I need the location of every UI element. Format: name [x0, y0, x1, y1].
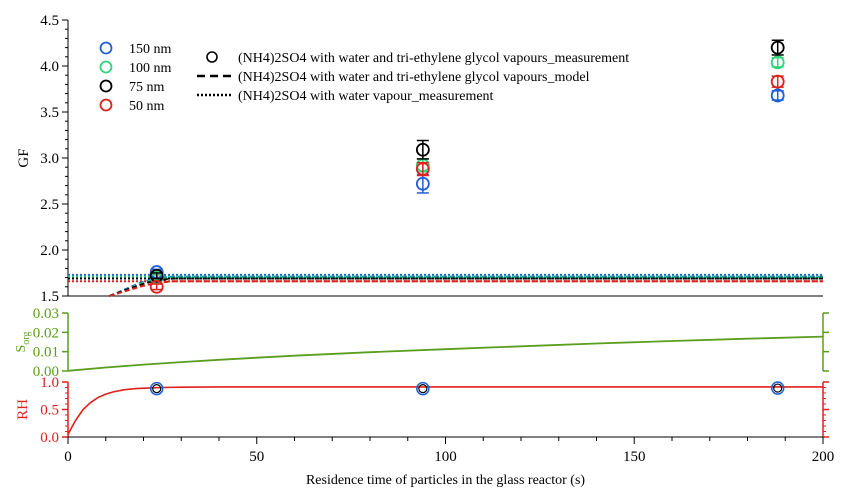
gf-y-axis-title: GF [16, 148, 32, 167]
rh-y-axis-title: RH [15, 399, 31, 420]
legend-size-label: 100 nm [129, 61, 172, 76]
gf-y-tick-label: 4.5 [40, 13, 59, 29]
model-line [109, 277, 823, 297]
legend-size-marker [99, 98, 113, 112]
x-tick-label: 150 [623, 449, 646, 465]
legend-style-marker [206, 51, 218, 63]
legend-style-label: (NH4)2SO4 with water vapour_measurement [238, 89, 494, 104]
sorg-y-tick-label: 0.03 [33, 306, 59, 322]
legend-style-label: (NH4)2SO4 with water and tri-ethylene gl… [238, 51, 629, 66]
x-tick-label: 100 [434, 449, 457, 465]
gf-y-tick-label: 3.5 [40, 105, 59, 121]
gf-y-tick-label: 3.0 [40, 151, 59, 167]
model-line [109, 280, 823, 297]
rh-point-inner [152, 384, 162, 394]
rh-point-outer [149, 381, 164, 396]
measurement-point [415, 162, 430, 176]
sorg-label-main: S [14, 345, 29, 353]
legend-size-marker [99, 41, 113, 55]
legend-size-label: 150 nm [129, 42, 172, 57]
x-axis: 0 50 100 150 200 Residence time of particles … [64, 436, 835, 488]
measurement-point [149, 279, 164, 294]
rh-point-inner [418, 384, 428, 394]
gf-y-tick-label: 2.5 [40, 197, 59, 213]
rh-y-tick-label: 1.0 [40, 375, 59, 391]
x-tick-label: 50 [249, 449, 264, 465]
gf-y-tick-label: 4.0 [40, 59, 59, 75]
legend-style-label: (NH4)2SO4 with water and tri-ethylene gl… [238, 70, 590, 85]
sorg-y-tick-label: 0.01 [33, 345, 59, 361]
sorg-y-axis-title: Sorg [14, 332, 32, 353]
measurement-point [770, 40, 785, 55]
x-tick-label: 200 [812, 449, 835, 465]
measurement-point [415, 142, 430, 157]
rh-panel: 0.0 0.5 1.0 RH [15, 375, 829, 446]
legend: 150 nm 100 nm 75 nm 50 nm (NH4)2SO4 with wat… [99, 41, 629, 114]
rh-y-tick-label: 0.5 [40, 403, 59, 419]
sorg-y-tick-label: 0.02 [33, 325, 59, 341]
x-axis-title: Residence time of particles in the glass… [306, 473, 585, 488]
rh-line [67, 386, 823, 435]
x-tick-label: 0 [64, 449, 72, 465]
measurement-point [415, 176, 430, 191]
sorg-label-sub: org [21, 332, 32, 345]
legend-size-label: 75 nm [129, 80, 165, 95]
legend-size-marker [99, 79, 113, 93]
rh-y-tick-label: 0.0 [40, 430, 59, 446]
measurement-point [149, 268, 164, 283]
sorg-line [67, 335, 824, 372]
rh-point-outer [770, 381, 785, 395]
gf-panel: 1.5 2.0 2.5 3.0 3.5 4.0 4.5 GF [16, 13, 823, 305]
rh-point-outer [416, 381, 430, 396]
measurement-point [770, 88, 785, 103]
legend-size-marker [99, 60, 113, 74]
measurement-point [770, 74, 785, 89]
legend-size-label: 50 nm [129, 99, 165, 114]
rh-point-inner [773, 383, 783, 393]
measurement-point [770, 55, 785, 70]
gf-y-tick-label: 2.0 [40, 243, 59, 259]
gf-y-tick-label: 1.5 [40, 289, 59, 305]
model-line [109, 275, 823, 297]
sorg-y-tick-label: 0.00 [33, 364, 59, 380]
